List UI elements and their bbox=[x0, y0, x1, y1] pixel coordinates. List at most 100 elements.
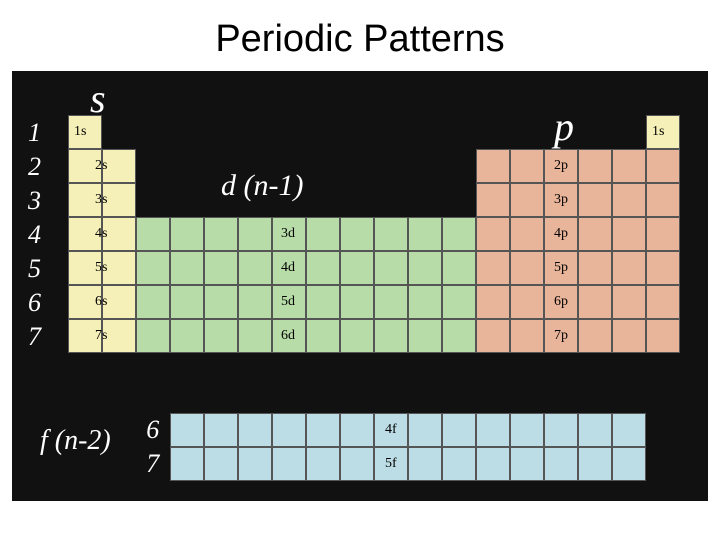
grid-cell bbox=[476, 413, 510, 447]
grid-cell bbox=[374, 217, 408, 251]
grid-cell bbox=[646, 319, 680, 353]
he-sublabel: 1s bbox=[652, 124, 664, 140]
grid-cell bbox=[170, 217, 204, 251]
grid-cell bbox=[578, 183, 612, 217]
s-sublabel: 2s bbox=[95, 158, 107, 174]
grid-cell bbox=[476, 319, 510, 353]
grid-cell bbox=[646, 149, 680, 183]
p-sublabel: 7p bbox=[554, 328, 568, 344]
grid-cell bbox=[646, 285, 680, 319]
grid-cell bbox=[510, 217, 544, 251]
grid-cell bbox=[272, 447, 306, 481]
grid-cell bbox=[272, 413, 306, 447]
grid-cell bbox=[612, 149, 646, 183]
grid-cell bbox=[340, 447, 374, 481]
grid-cell bbox=[476, 217, 510, 251]
period-number: 5 bbox=[28, 254, 41, 284]
p-sublabel: 4p bbox=[554, 226, 568, 242]
d-block-heading: d (n-1) bbox=[221, 169, 303, 203]
grid-cell bbox=[238, 413, 272, 447]
grid-cell bbox=[510, 413, 544, 447]
grid-cell bbox=[374, 285, 408, 319]
grid-cell bbox=[476, 285, 510, 319]
d-sublabel: 4d bbox=[281, 260, 295, 276]
grid-cell bbox=[476, 251, 510, 285]
s-sublabel: 1s bbox=[74, 124, 86, 140]
grid-cell bbox=[612, 183, 646, 217]
grid-cell bbox=[408, 447, 442, 481]
period-number: 7 bbox=[28, 322, 41, 352]
grid-cell bbox=[170, 285, 204, 319]
s-sublabel: 4s bbox=[95, 226, 107, 242]
grid-cell bbox=[136, 285, 170, 319]
p-sublabel: 6p bbox=[554, 294, 568, 310]
grid-cell bbox=[408, 319, 442, 353]
grid-cell bbox=[238, 217, 272, 251]
s-sublabel: 6s bbox=[95, 294, 107, 310]
grid-cell bbox=[136, 251, 170, 285]
grid-cell bbox=[408, 217, 442, 251]
s-block-heading: s bbox=[90, 75, 106, 122]
grid-cell bbox=[510, 183, 544, 217]
grid-cell bbox=[374, 251, 408, 285]
period-number: 3 bbox=[28, 186, 41, 216]
grid-cell bbox=[306, 285, 340, 319]
grid-cell bbox=[476, 149, 510, 183]
grid-cell bbox=[578, 319, 612, 353]
grid-cell bbox=[476, 183, 510, 217]
p-block-heading: p bbox=[554, 103, 574, 150]
grid-cell bbox=[374, 319, 408, 353]
s-sublabel: 7s bbox=[95, 328, 107, 344]
grid-cell bbox=[578, 251, 612, 285]
grid-cell bbox=[306, 319, 340, 353]
s-sublabel: 5s bbox=[95, 260, 107, 276]
grid-cell bbox=[340, 217, 374, 251]
board: 1234567spd (n-1)f (n-2)671s2s3s4s5s6s7s1… bbox=[12, 71, 708, 501]
grid-cell bbox=[204, 217, 238, 251]
grid-cell bbox=[442, 319, 476, 353]
grid-cell bbox=[238, 319, 272, 353]
period-number: 2 bbox=[28, 152, 41, 182]
grid-cell bbox=[510, 447, 544, 481]
grid-cell bbox=[578, 285, 612, 319]
grid-cell bbox=[578, 413, 612, 447]
p-sublabel: 3p bbox=[554, 192, 568, 208]
grid-cell bbox=[612, 217, 646, 251]
d-sublabel: 3d bbox=[281, 226, 295, 242]
grid-cell bbox=[204, 413, 238, 447]
grid-cell bbox=[442, 285, 476, 319]
grid-cell bbox=[544, 447, 578, 481]
period-number: 4 bbox=[28, 220, 41, 250]
grid-cell bbox=[204, 251, 238, 285]
f-sublabel: 5f bbox=[385, 456, 397, 472]
grid-cell bbox=[578, 217, 612, 251]
grid-cell bbox=[306, 217, 340, 251]
grid-cell bbox=[612, 319, 646, 353]
grid-cell bbox=[170, 447, 204, 481]
grid-cell bbox=[510, 285, 544, 319]
grid-cell bbox=[204, 285, 238, 319]
grid-cell bbox=[578, 447, 612, 481]
grid-cell bbox=[646, 183, 680, 217]
grid-cell bbox=[476, 447, 510, 481]
grid-cell bbox=[408, 285, 442, 319]
grid-cell bbox=[238, 285, 272, 319]
grid-cell bbox=[646, 217, 680, 251]
grid-cell bbox=[238, 447, 272, 481]
grid-cell bbox=[340, 251, 374, 285]
f-block-heading: f (n-2) bbox=[40, 425, 111, 457]
f-period-number: 7 bbox=[146, 449, 159, 479]
s-sublabel: 3s bbox=[95, 192, 107, 208]
grid-cell bbox=[408, 251, 442, 285]
p-sublabel: 2p bbox=[554, 158, 568, 174]
grid-cell bbox=[170, 413, 204, 447]
grid-cell bbox=[646, 251, 680, 285]
grid-cell bbox=[442, 217, 476, 251]
grid-cell bbox=[204, 447, 238, 481]
period-number: 1 bbox=[28, 118, 41, 148]
grid-cell bbox=[170, 319, 204, 353]
grid-cell bbox=[612, 285, 646, 319]
grid-cell bbox=[612, 413, 646, 447]
d-sublabel: 6d bbox=[281, 328, 295, 344]
period-number: 6 bbox=[28, 288, 41, 318]
